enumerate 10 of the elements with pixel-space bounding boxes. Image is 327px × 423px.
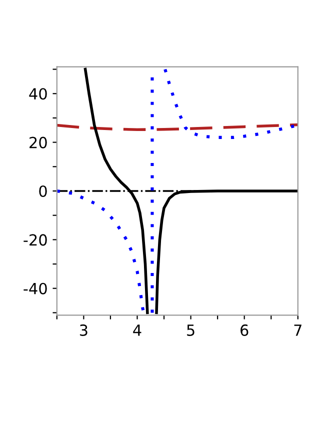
- y-tick-label: 0: [39, 185, 47, 198]
- x-tick-label: 3: [80, 324, 88, 336]
- y-tick-label: 40: [29, 88, 47, 100]
- x-tick-label: 5: [187, 324, 194, 336]
- x-tick-label: 4: [133, 324, 142, 336]
- y-tick-label: -20: [24, 234, 47, 246]
- x-tick-label: 6: [240, 324, 248, 336]
- x-tick-label: 7: [294, 324, 302, 336]
- y-tick-label: -40: [24, 282, 47, 294]
- y-tick-label: 20: [30, 136, 47, 148]
